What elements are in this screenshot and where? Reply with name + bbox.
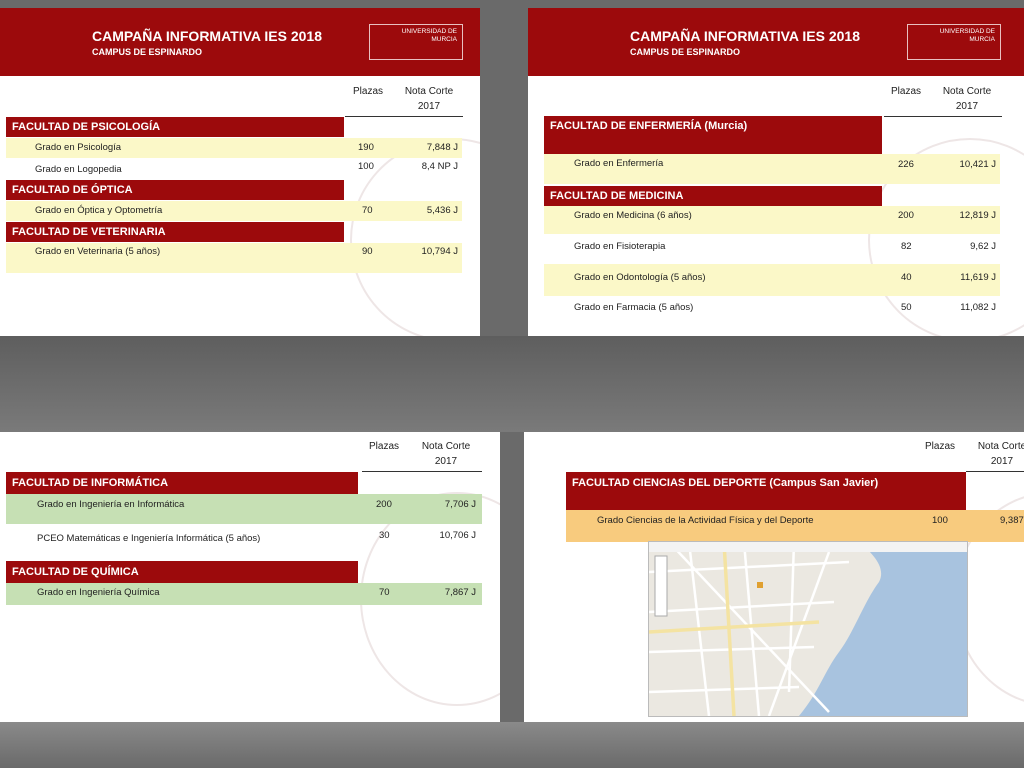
faculty-header-quimica: FACULTAD DE QUÍMICA: [6, 561, 358, 583]
grado-name: Grado en Enfermería: [574, 158, 664, 169]
faculty-header-deporte: FACULTAD CIENCIAS DEL DEPORTE (Campus Sa…: [566, 472, 966, 510]
nota-value: 7,867 J: [444, 587, 476, 598]
table-row: Grado en Psicología 190 7,848 J: [6, 138, 462, 158]
column-header-plazas: Plazas: [924, 441, 955, 452]
slide-informatica-quimica: Plazas Nota Corte 2017 FACULTAD DE INFOR…: [0, 432, 500, 722]
nota-value: 9,387: [1000, 515, 1024, 526]
plazas-value: 226: [898, 159, 914, 170]
table-row: Grado en Óptica y Optometría 70 5,436 J: [6, 201, 462, 221]
grado-name: Grado en Ingeniería en Informática: [37, 499, 185, 510]
plazas-value: 90: [362, 246, 373, 257]
table-row: Grado en Odontología (5 años) 40 11,619 …: [544, 264, 1000, 296]
campus-location-map[interactable]: [648, 541, 968, 717]
slide-subtitle: CAMPUS DE ESPINARDO: [630, 47, 741, 57]
university-logo: UNIVERSIDAD DE MURCIA: [369, 24, 463, 60]
header-rule: [966, 471, 1024, 472]
nota-value: 9,62 J: [970, 241, 996, 252]
grado-name: Grado Ciencias de la Actividad Física y …: [597, 515, 814, 526]
faculty-header-medicina: FACULTAD DE MEDICINA: [544, 186, 882, 206]
grado-name: Grado en Medicina (6 años): [574, 210, 692, 221]
slide-enfermeria-medicina: CAMPAÑA INFORMATIVA IES 2018 CAMPUS DE E…: [528, 8, 1024, 336]
plazas-value: 200: [376, 499, 392, 510]
header-rule: [345, 116, 463, 117]
plazas-value: 70: [379, 587, 390, 598]
faculty-header-optica: FACULTAD DE ÓPTICA: [6, 180, 344, 200]
column-header-plazas: Plazas: [352, 86, 383, 97]
grado-name: Grado en Odontología (5 años): [574, 272, 706, 283]
header-rule: [362, 471, 482, 472]
faculty-header-veterinaria: FACULTAD DE VETERINARIA: [6, 222, 344, 242]
table-row: Grado en Ingeniería Química 70 7,867 J: [6, 583, 482, 605]
column-header-plazas: Plazas: [368, 441, 399, 452]
table-row: Grado en Ingeniería en Informática 200 7…: [6, 494, 482, 524]
grado-name: Grado en Óptica y Optometría: [35, 205, 163, 216]
background-band-top: [0, 336, 1024, 432]
grado-name: Grado en Psicología: [35, 142, 122, 153]
table-row: Grado en Enfermería 226 10,421 J: [544, 154, 1000, 184]
plazas-value: 82: [901, 241, 912, 252]
grado-name: PCEO Matemáticas e Ingeniería Informátic…: [37, 533, 261, 544]
nota-value: 11,082 J: [960, 302, 996, 313]
header-rule: [884, 116, 1002, 117]
background-band-bottom: [0, 722, 1024, 768]
slide-title: CAMPAÑA INFORMATIVA IES 2018: [92, 28, 322, 44]
plazas-value: 200: [898, 210, 914, 221]
slide-subtitle: CAMPUS DE ESPINARDO: [92, 47, 203, 57]
nota-value: 8,4 NP J: [421, 161, 458, 172]
grado-name: Grado en Ingeniería Química: [37, 587, 160, 598]
faculty-header-psicologia: FACULTAD DE PSICOLOGÍA: [6, 117, 344, 137]
plazas-value: 100: [358, 161, 374, 172]
nota-value: 10,706 J: [439, 530, 476, 541]
nota-value: 11,619 J: [960, 272, 996, 283]
table-row: Grado en Veterinaria (5 años) 90 10,794 …: [6, 243, 462, 273]
table-row: PCEO Matemáticas e Ingeniería Informátic…: [6, 524, 482, 560]
nota-value: 10,421 J: [959, 159, 996, 170]
table-row: Grado en Logopedia 100 8,4 NP J: [6, 158, 462, 178]
column-header-nota-corte: Nota Corte 2017: [942, 86, 992, 112]
faculty-header-enfermeria: FACULTAD DE ENFERMERÍA (Murcia): [544, 116, 882, 154]
table-row: Grado en Farmacia (5 años) 50 11,082 J: [544, 296, 1000, 324]
nota-value: 12,819 J: [959, 210, 996, 221]
slide-title: CAMPAÑA INFORMATIVA IES 2018: [630, 28, 860, 44]
map-graphic: [649, 542, 967, 716]
column-header-nota-corte: Nota Corte 2017: [977, 441, 1024, 467]
table-row: Grado Ciencias de la Actividad Física y …: [566, 510, 1024, 542]
plazas-value: 70: [362, 205, 373, 216]
plazas-value: 190: [358, 142, 374, 153]
university-logo: UNIVERSIDAD DE MURCIA: [907, 24, 1001, 60]
slide-header: CAMPAÑA INFORMATIVA IES 2018 CAMPUS DE E…: [528, 8, 1024, 76]
table-row: Grado en Fisioterapia 82 9,62 J: [544, 234, 1000, 264]
faculty-header-informatica: FACULTAD DE INFORMÁTICA: [6, 472, 358, 494]
slide-psicologia-optica-veterinaria: CAMPAÑA INFORMATIVA IES 2018 CAMPUS DE E…: [0, 8, 480, 336]
grado-name: Grado en Veterinaria (5 años): [35, 246, 161, 257]
nota-value: 10,794 J: [421, 246, 458, 257]
nota-value: 5,436 J: [426, 205, 458, 216]
grado-name: Grado en Fisioterapia: [574, 241, 666, 252]
plazas-value: 40: [901, 272, 912, 283]
grado-name: Grado en Farmacia (5 años): [574, 302, 694, 313]
nota-value: 7,706 J: [444, 499, 476, 510]
plazas-value: 50: [901, 302, 912, 313]
table-row: Grado en Medicina (6 años) 200 12,819 J: [544, 206, 1000, 234]
slide-header: CAMPAÑA INFORMATIVA IES 2018 CAMPUS DE E…: [0, 8, 480, 76]
column-header-nota-corte: Nota Corte 2017: [421, 441, 471, 467]
nota-value: 7,848 J: [426, 142, 458, 153]
column-header-plazas: Plazas: [890, 86, 921, 97]
plazas-value: 30: [379, 530, 390, 541]
plazas-value: 100: [932, 515, 948, 526]
column-header-nota-corte: Nota Corte 2017: [404, 86, 454, 112]
grado-name: Grado en Logopedia: [35, 164, 122, 175]
